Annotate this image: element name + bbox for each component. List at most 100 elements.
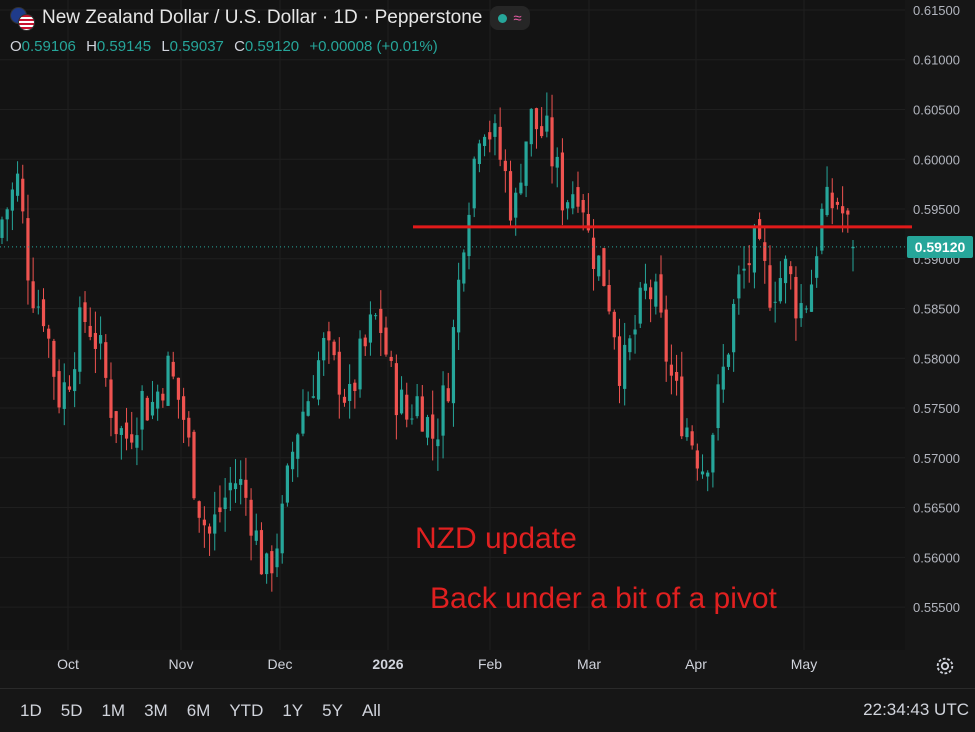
candle-body [695, 450, 699, 469]
candle-body [342, 396, 347, 403]
candle-body [488, 132, 492, 140]
candle-body [617, 336, 622, 386]
candle-body [0, 219, 4, 238]
price-chart[interactable]: 0.55500 0.56000 0.56500 0.57000 0.57500 0.580… [0, 0, 975, 690]
candle-body [332, 341, 336, 356]
timeframe-1d[interactable]: 1D [20, 701, 42, 720]
candle-body [197, 501, 201, 518]
candle-body [493, 123, 497, 137]
candle-body [591, 237, 596, 269]
candle-body [244, 479, 248, 498]
candle-body [628, 338, 632, 353]
x-tick-label: Oct [57, 656, 79, 672]
candle-body [420, 396, 424, 432]
close-key: C [234, 38, 245, 55]
candle-body [104, 342, 108, 378]
y-tick-label: 0.60000 [913, 152, 960, 167]
candle-body [560, 152, 565, 211]
candle-body [623, 344, 627, 389]
candle-body [73, 369, 77, 392]
candle-body [41, 299, 46, 327]
y-tick-label: 0.56500 [913, 501, 960, 516]
candle-body [296, 434, 300, 459]
candle-body [166, 355, 170, 406]
candle-body [706, 472, 710, 477]
y-tick-label: 0.58500 [913, 302, 960, 317]
candle-body [150, 401, 155, 416]
candle-body [145, 397, 149, 421]
candle-body [820, 208, 824, 251]
timeframe-1m[interactable]: 1M [101, 701, 126, 720]
timeframe-3m[interactable]: 3M [144, 701, 168, 720]
candle-body [176, 377, 181, 400]
candle-body [182, 396, 186, 420]
candle-body [233, 483, 238, 490]
candle-body [576, 187, 580, 207]
candle-body [841, 206, 845, 214]
status-pill[interactable]: ≈ [490, 6, 530, 30]
change-value: +0.00008 (+0.01%) [309, 38, 438, 55]
symbol-title[interactable]: New Zealand Dollar / U.S. Dollar · 1D · … [42, 7, 483, 28]
timeframe-1y[interactable]: 1Y [282, 701, 304, 720]
candle-body [109, 379, 113, 418]
settings-gear-icon[interactable] [934, 655, 956, 677]
candle-body [10, 189, 14, 211]
candle-body [280, 503, 284, 554]
candle-body [462, 252, 466, 284]
x-tick-label: Nov [169, 656, 194, 672]
candle-body [674, 371, 679, 381]
candle-body [721, 366, 725, 390]
candle-body [249, 499, 253, 536]
timeframe-5d[interactable]: 5D [60, 701, 83, 720]
candle-body [384, 327, 388, 355]
candle-body [363, 337, 367, 347]
candle-body [529, 108, 533, 145]
chart-area[interactable]: 0.55500 0.56000 0.56500 0.57000 0.57500 0.580… [0, 0, 960, 672]
chart-header: New Zealand Dollar / U.S. Dollar · 1D · … [10, 6, 530, 31]
candle-body [306, 401, 310, 416]
candle-body [374, 315, 378, 317]
candle-body [752, 226, 757, 273]
y-tick-label: 0.56000 [913, 550, 960, 565]
candle-body [503, 160, 507, 172]
candle-body [581, 200, 585, 213]
candle-body [228, 482, 232, 491]
candle-body [36, 306, 40, 308]
candle-body [135, 435, 139, 448]
candle-body [140, 390, 144, 430]
candle-body [773, 301, 777, 303]
candle-body [114, 411, 118, 435]
timeframe-5y[interactable]: 5Y [322, 701, 343, 720]
candle-body [846, 210, 850, 215]
candle-body [467, 214, 471, 257]
candle-body [337, 351, 341, 395]
timeframe-ytd[interactable]: YTD [229, 701, 264, 720]
candle-body [690, 431, 694, 446]
candle-body [726, 354, 731, 367]
last-price-label: 0.59120 [907, 235, 973, 258]
candle-body [524, 141, 528, 186]
candle-body [747, 263, 751, 266]
candle-body [431, 414, 435, 439]
annotation-line-1: NZD update [415, 522, 577, 555]
utc-clock[interactable]: 22:34:43 UTC [863, 700, 969, 719]
y-tick-label: 0.57500 [913, 401, 960, 416]
timeframe-6m[interactable]: 6M [186, 701, 211, 720]
x-tick-label: May [791, 656, 817, 672]
candle-body [472, 158, 476, 209]
candle-body [275, 548, 279, 568]
candle-body [768, 265, 772, 308]
candle-body [316, 360, 321, 400]
candle-body [93, 332, 98, 349]
candle-body [239, 478, 243, 485]
candle-body [757, 219, 762, 239]
candle-body [290, 451, 295, 470]
candle-body [545, 115, 549, 132]
candle-body [638, 287, 642, 324]
candle-body [654, 281, 658, 307]
low-value: 0.59037 [169, 38, 224, 55]
candle-body [259, 530, 264, 575]
timeframe-all[interactable]: All [361, 701, 381, 720]
candle-body [566, 202, 570, 209]
candle-body [835, 201, 840, 205]
